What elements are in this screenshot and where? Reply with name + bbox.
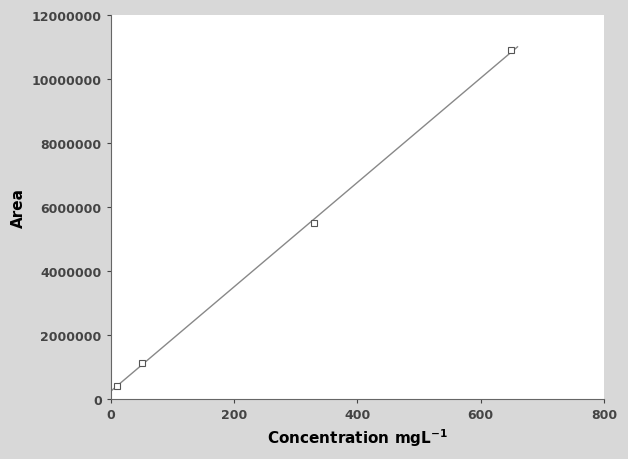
X-axis label: Concentration mgL$\mathbf{^{-1}}$: Concentration mgL$\mathbf{^{-1}}$ <box>267 426 448 448</box>
Y-axis label: Area: Area <box>11 187 26 227</box>
